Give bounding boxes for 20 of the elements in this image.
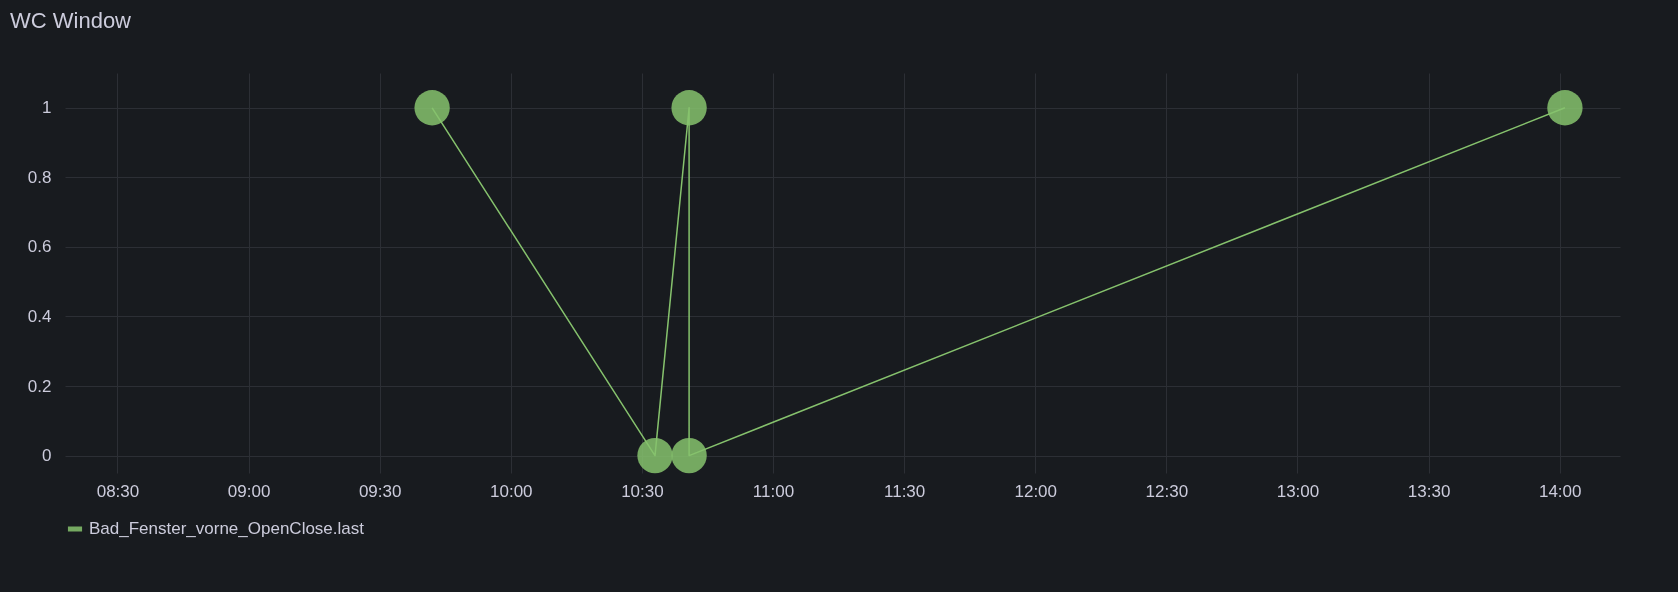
x-tick-label: 12:00 (1014, 481, 1058, 501)
x-tick-label: 14:00 (1538, 481, 1582, 501)
x-tick-label: 11:30 (883, 481, 926, 501)
x-tick-label: 13:00 (1276, 481, 1320, 501)
x-tick-label: 09:30 (358, 481, 402, 501)
x-tick-label: 12:30 (1145, 481, 1189, 501)
y-tick-label: 0 (42, 446, 52, 466)
y-tick-label: 1 (42, 98, 52, 118)
x-tick-label: 08:30 (96, 481, 140, 501)
y-tick-label: 0.8 (27, 167, 52, 187)
x-tick-label: 13:30 (1407, 481, 1451, 501)
chart-title: WC Window (10, 8, 132, 33)
y-tick-label: 0.4 (27, 306, 52, 326)
y-tick-label: 0.2 (27, 376, 52, 396)
x-tick-label: 11:00 (752, 481, 795, 501)
y-tick-label: 0.6 (27, 237, 52, 257)
x-tick-label: 10:30 (621, 481, 664, 501)
x-tick-label: 10:00 (490, 481, 533, 501)
x-tick-label: 09:00 (227, 481, 271, 501)
legend-label: Bad_Fenster_vorne_OpenClose.last (89, 519, 365, 538)
